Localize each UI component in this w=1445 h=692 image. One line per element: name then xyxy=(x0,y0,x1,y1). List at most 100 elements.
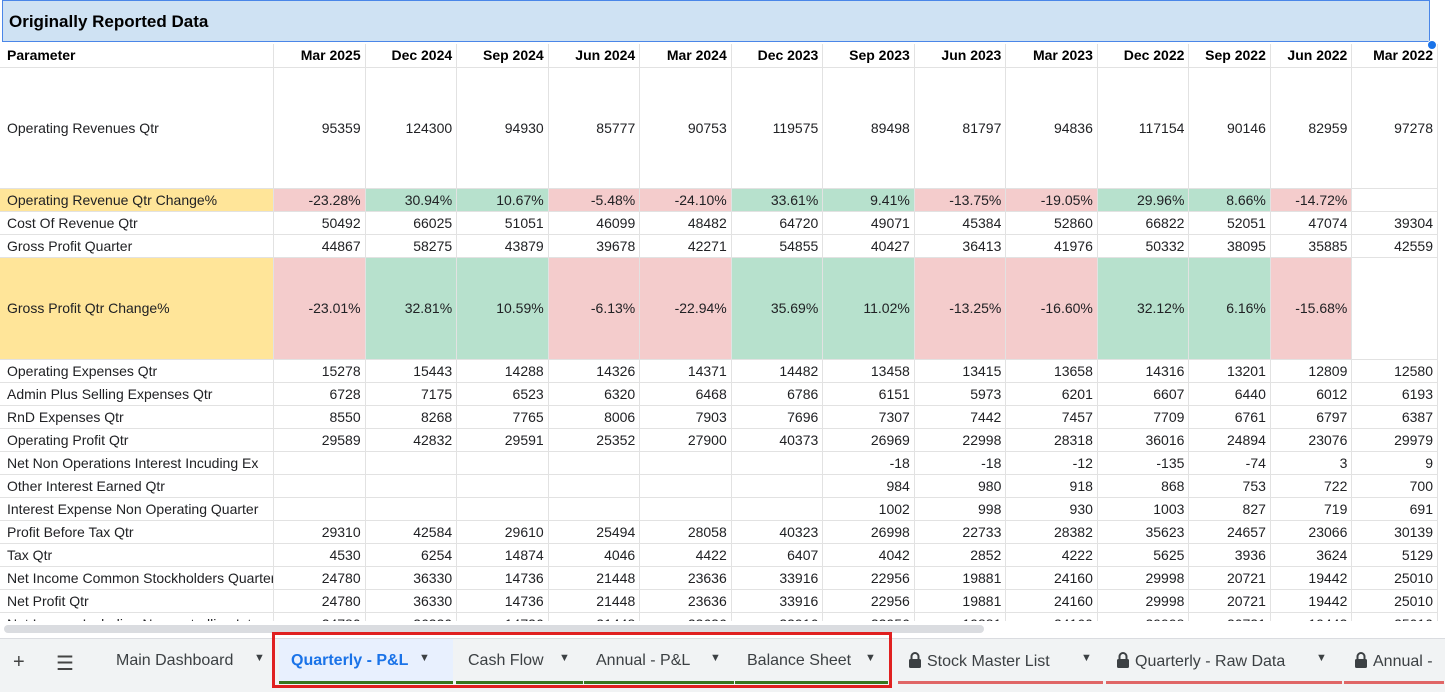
column-header[interactable]: Dec 2023 xyxy=(731,44,824,68)
chevron-down-icon[interactable]: ▼ xyxy=(254,652,265,664)
row-label[interactable]: Net Non Operations Interest Incuding Ex xyxy=(0,451,275,475)
cell[interactable]: 4222 xyxy=(1005,543,1098,567)
cell[interactable]: 7709 xyxy=(1097,405,1190,429)
cell[interactable]: -14.72% xyxy=(1270,188,1353,212)
cell[interactable]: 22956 xyxy=(822,589,915,613)
sheet-tab[interactable]: Stock Master List ▼ xyxy=(898,639,1103,684)
cell[interactable]: 6797 xyxy=(1270,405,1353,429)
cell[interactable]: 719 xyxy=(1270,497,1353,521)
cell[interactable]: 7903 xyxy=(639,405,732,429)
cell[interactable]: 29591 xyxy=(456,428,549,452)
cell[interactable]: 35.69% xyxy=(731,257,824,360)
cell[interactable]: 14316 xyxy=(1097,359,1190,383)
cell[interactable] xyxy=(456,474,549,498)
sheet-banner[interactable]: Originally Reported Data xyxy=(2,0,1430,42)
cell[interactable]: 11.02% xyxy=(822,257,915,360)
cell[interactable]: 6523 xyxy=(456,382,549,406)
cell[interactable]: -23.28% xyxy=(273,188,366,212)
cell[interactable]: 44867 xyxy=(273,234,366,258)
cell[interactable]: 1003 xyxy=(1097,497,1190,521)
sheet-tab[interactable]: Cash Flow ▼ xyxy=(456,639,583,684)
cell[interactable]: 40323 xyxy=(731,520,824,544)
cell[interactable]: 30139 xyxy=(1351,520,1438,544)
cell[interactable]: 6387 xyxy=(1351,405,1438,429)
cell[interactable]: 6151 xyxy=(822,382,915,406)
cell[interactable]: 918 xyxy=(1005,474,1098,498)
cell[interactable]: 26969 xyxy=(822,428,915,452)
cell[interactable]: -16.60% xyxy=(1005,257,1098,360)
column-header-parameter[interactable]: Parameter xyxy=(0,44,275,68)
cell[interactable]: 33916 xyxy=(731,566,824,590)
cell[interactable] xyxy=(639,497,732,521)
cell[interactable]: 94836 xyxy=(1005,67,1098,189)
cell[interactable]: 42832 xyxy=(365,428,458,452)
cell[interactable]: 14326 xyxy=(548,359,641,383)
cell[interactable]: 7696 xyxy=(731,405,824,429)
cell[interactable]: 6012 xyxy=(1270,382,1353,406)
cell[interactable] xyxy=(456,497,549,521)
cell[interactable]: 10.67% xyxy=(456,188,549,212)
cell[interactable]: 41976 xyxy=(1005,234,1098,258)
cell[interactable] xyxy=(365,497,458,521)
cell[interactable]: 4042 xyxy=(822,543,915,567)
cell[interactable]: 52051 xyxy=(1188,211,1271,235)
cell[interactable]: 24160 xyxy=(1005,589,1098,613)
cell[interactable]: 6728 xyxy=(273,382,366,406)
cell[interactable]: 38095 xyxy=(1188,234,1271,258)
cell[interactable]: 28318 xyxy=(1005,428,1098,452)
cell[interactable]: 3 xyxy=(1270,451,1353,475)
cell[interactable]: 85777 xyxy=(548,67,641,189)
cell[interactable]: 54855 xyxy=(731,234,824,258)
cell[interactable] xyxy=(1351,188,1438,212)
cell[interactable]: 58275 xyxy=(365,234,458,258)
cell[interactable]: 39304 xyxy=(1351,211,1438,235)
cell[interactable]: 13201 xyxy=(1188,359,1271,383)
cell[interactable] xyxy=(639,474,732,498)
cell[interactable] xyxy=(456,451,549,475)
cell[interactable]: 19881 xyxy=(914,589,1007,613)
cell[interactable]: 43879 xyxy=(456,234,549,258)
sheet-tab[interactable]: Annual - P&L ▼ xyxy=(584,639,734,684)
cell[interactable]: 7307 xyxy=(822,405,915,429)
cell[interactable]: -13.25% xyxy=(914,257,1007,360)
cell[interactable]: 89498 xyxy=(822,67,915,189)
cell[interactable] xyxy=(273,451,366,475)
cell[interactable]: 5973 xyxy=(914,382,1007,406)
plus-icon[interactable]: + xyxy=(13,651,25,673)
row-label[interactable]: Operating Expenses Qtr xyxy=(0,359,275,383)
cell[interactable]: 20721 xyxy=(1188,589,1271,613)
row-label[interactable]: Admin Plus Selling Expenses Qtr xyxy=(0,382,275,406)
cell[interactable]: 8006 xyxy=(548,405,641,429)
chevron-down-icon[interactable]: ▼ xyxy=(710,652,721,664)
cell[interactable]: 36330 xyxy=(365,589,458,613)
cell[interactable] xyxy=(548,474,641,498)
cell[interactable]: 7765 xyxy=(456,405,549,429)
cell[interactable]: 25010 xyxy=(1351,589,1438,613)
cell[interactable]: 40427 xyxy=(822,234,915,258)
cell[interactable]: 36330 xyxy=(365,566,458,590)
cell[interactable]: -18 xyxy=(822,451,915,475)
chevron-down-icon[interactable]: ▼ xyxy=(1081,652,1092,664)
cell[interactable]: 51051 xyxy=(456,211,549,235)
cell[interactable]: 1002 xyxy=(822,497,915,521)
cell[interactable]: 35623 xyxy=(1097,520,1190,544)
sheet-tab[interactable]: Main Dashboard ▼ xyxy=(104,639,274,683)
cell[interactable]: 24657 xyxy=(1188,520,1271,544)
cell[interactable]: 6320 xyxy=(548,382,641,406)
cell[interactable]: 36413 xyxy=(914,234,1007,258)
cell[interactable]: 5625 xyxy=(1097,543,1190,567)
cell[interactable]: 13658 xyxy=(1005,359,1098,383)
cell[interactable]: 82959 xyxy=(1270,67,1353,189)
cell[interactable]: 12580 xyxy=(1351,359,1438,383)
cell[interactable]: 8268 xyxy=(365,405,458,429)
cell[interactable]: 827 xyxy=(1188,497,1271,521)
cell[interactable]: 8.66% xyxy=(1188,188,1271,212)
cell[interactable]: 30.94% xyxy=(365,188,458,212)
cell[interactable]: 19442 xyxy=(1270,566,1353,590)
cell[interactable]: -74 xyxy=(1188,451,1271,475)
cell[interactable]: 14288 xyxy=(456,359,549,383)
cell[interactable]: 6201 xyxy=(1005,382,1098,406)
cell[interactable]: 32.12% xyxy=(1097,257,1190,360)
row-label[interactable]: Operating Revenue Qtr Change% xyxy=(0,188,275,212)
cell[interactable]: 90753 xyxy=(639,67,732,189)
